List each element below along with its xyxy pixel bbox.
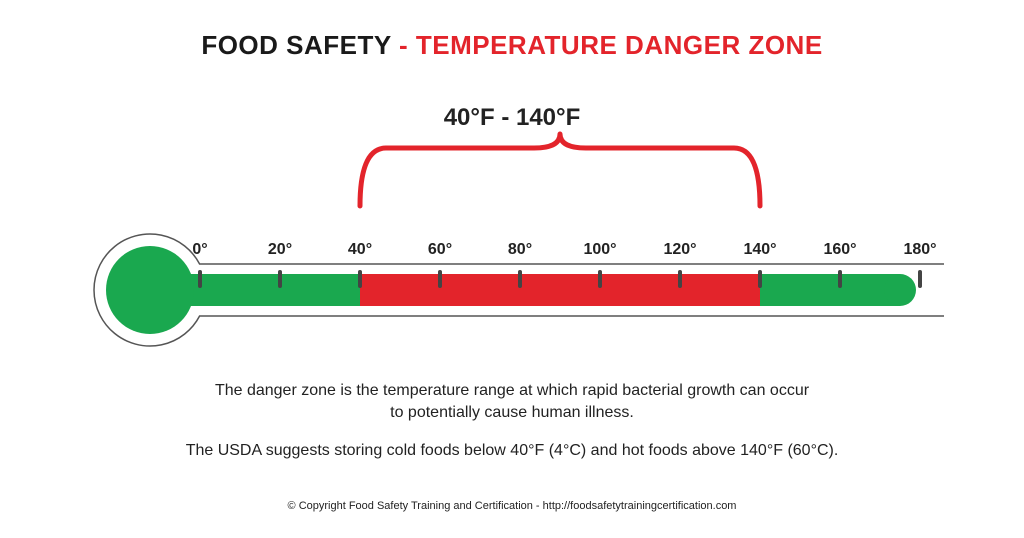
tick-label-140: 140° xyxy=(743,241,776,258)
tick-label-80: 80° xyxy=(508,241,532,258)
description-line-1: The danger zone is the temperature range… xyxy=(0,380,1024,423)
tick-label-0: 0° xyxy=(192,241,207,258)
danger-zone-brace xyxy=(360,134,760,206)
description-line-1a: The danger zone is the temperature range… xyxy=(215,382,809,399)
tick-label-180: 180° xyxy=(903,241,936,258)
tick-label-60: 60° xyxy=(428,241,452,258)
title-part1: FOOD SAFETY xyxy=(201,30,391,60)
tick-label-100: 100° xyxy=(583,241,616,258)
tick-label-160: 160° xyxy=(823,241,856,258)
thermometer-segment-hot-safe xyxy=(760,274,900,306)
thermometer-bar-endcap xyxy=(884,274,916,306)
description-line-2: The USDA suggests storing cold foods bel… xyxy=(0,440,1024,462)
thermometer-segment-danger xyxy=(360,274,760,306)
danger-range-label: 40°F - 140°F xyxy=(0,104,1024,132)
tick-label-40: 40° xyxy=(348,241,372,258)
title-separator: - xyxy=(391,30,416,60)
title-part2: TEMPERATURE DANGER ZONE xyxy=(416,30,823,60)
description-line-1b: to potentially cause human illness. xyxy=(390,404,634,421)
page-title: FOOD SAFETY - TEMPERATURE DANGER ZONE xyxy=(0,30,1024,61)
copyright-line: © Copyright Food Safety Training and Cer… xyxy=(0,500,1024,512)
tick-label-20: 20° xyxy=(268,241,292,258)
tick-label-120: 120° xyxy=(663,241,696,258)
thermometer-bulb-fill xyxy=(106,246,194,334)
thermometer-figure: 0° 20° 40° 60° 80° 100° 120° 140° 160° 180° xyxy=(80,130,944,360)
